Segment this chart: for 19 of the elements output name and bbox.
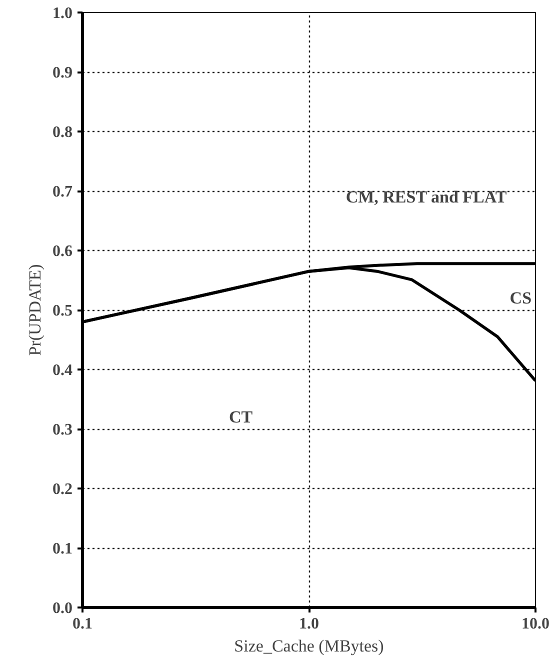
y-tick-label: 0.6 [52, 243, 72, 260]
annotation: CT [229, 408, 254, 427]
x-tick-label: 0.1 [72, 616, 92, 632]
y-axis-title: Pr(UPDATE) [26, 264, 44, 356]
x-tick-label: 10.0 [522, 616, 550, 632]
y-tick-label: 0.9 [52, 64, 72, 82]
y-tick-label: 0.5 [52, 302, 72, 320]
y-tick-label: 1.0 [52, 5, 72, 22]
x-tick-label: 1.0 [299, 616, 319, 632]
y-tick-label: 0.0 [52, 600, 72, 617]
y-tick-label: 0.7 [52, 184, 72, 200]
annotation: CS [510, 288, 532, 308]
y-tick-label: 0.2 [52, 481, 72, 498]
y-tick-label: 0.1 [52, 540, 72, 558]
y-tick-label: 0.8 [52, 124, 72, 141]
y-tick-label: 0.4 [52, 362, 72, 379]
y-tick-label: 0.3 [52, 422, 72, 438]
x-axis-title: Size_Cache (MBytes) [234, 636, 384, 656]
annotation: CM, REST and FLAT [346, 187, 508, 206]
